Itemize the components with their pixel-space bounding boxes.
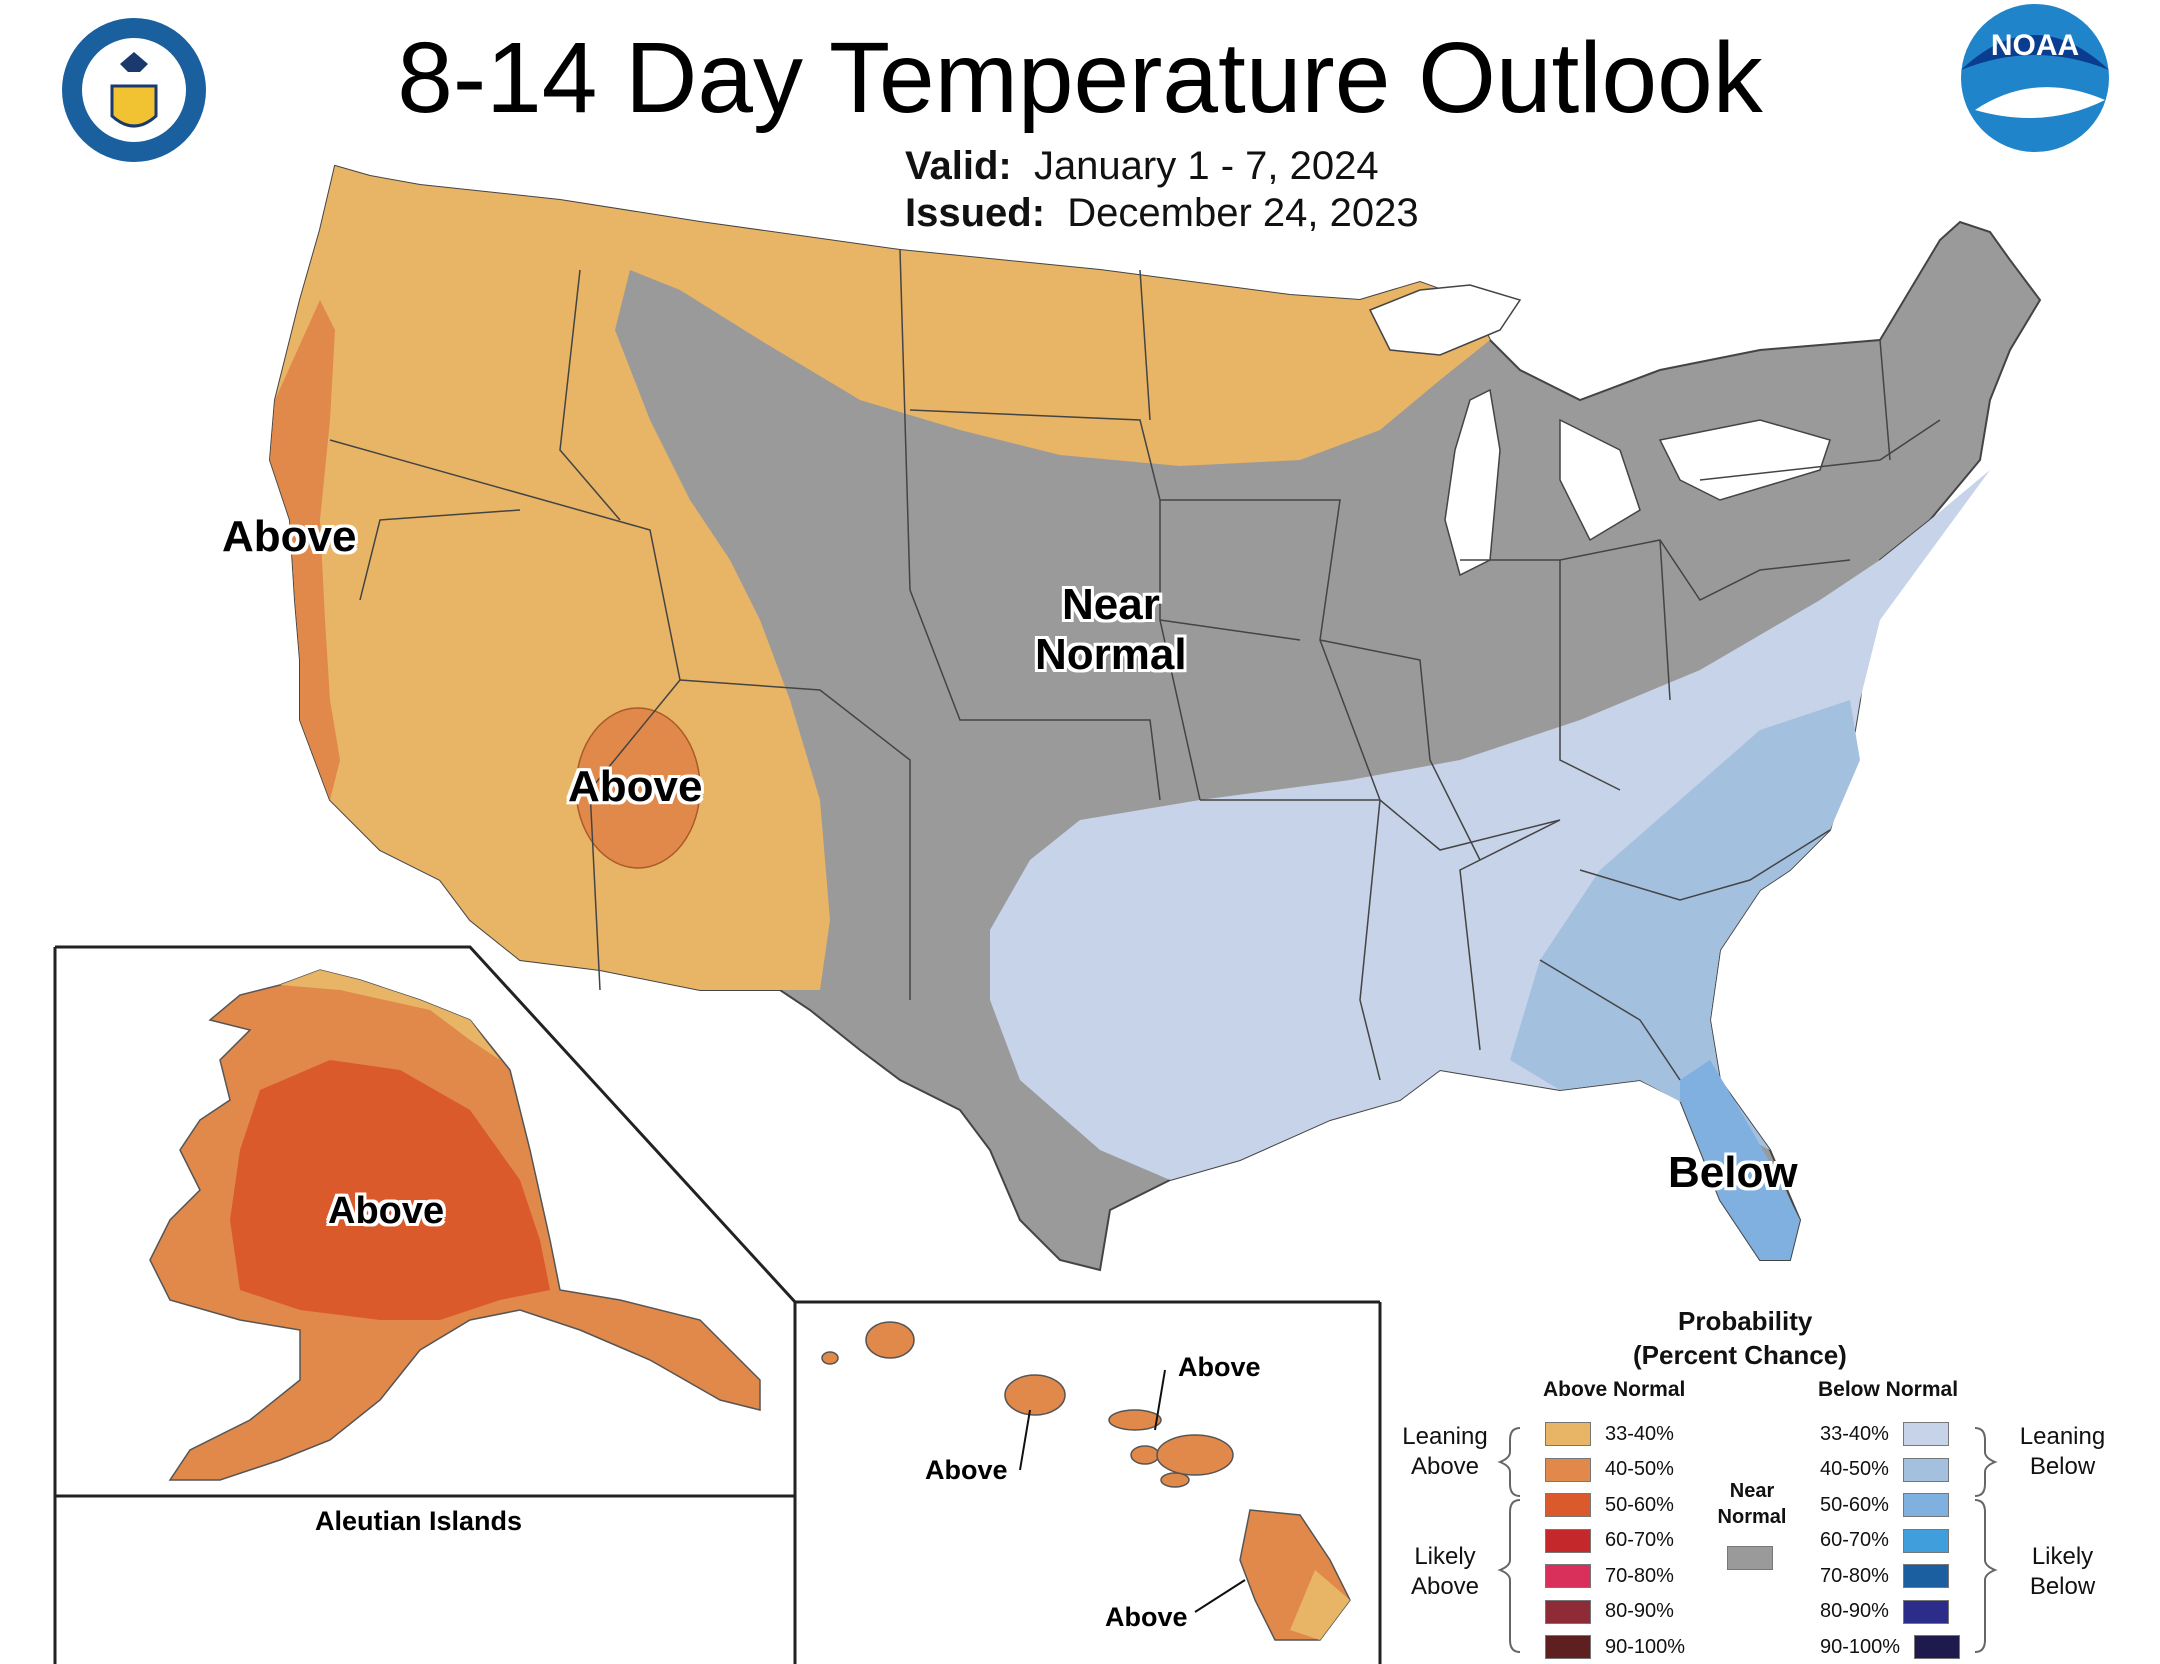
legend-swatch — [1545, 1528, 1591, 1553]
legend-near-normal: Near Normal — [1717, 1480, 1787, 1528]
legend-range-label: 80-90% — [1605, 1600, 1674, 1622]
valid-dates: Valid: January 1 - 7, 2024 — [905, 143, 1379, 189]
issued-value: December 24, 2023 — [1067, 191, 1419, 235]
label-near-normal-1: Near — [1062, 580, 1160, 629]
alaska-inset-frame — [55, 945, 797, 1664]
label-hawaii-maui: Above — [1178, 1352, 1261, 1382]
hawaii-pointers — [1019, 1369, 1246, 1613]
legend-swatch — [1545, 1422, 1591, 1446]
legend-row: 33-40% — [1820, 1422, 1949, 1446]
label-west-above: Above — [222, 512, 357, 561]
page-title: 8-14 Day Temperature Outlook — [397, 22, 1763, 134]
legend-range-label: 80-90% — [1820, 1600, 1889, 1622]
label-hawaii-oahu: Above — [925, 1455, 1008, 1485]
valid-value: January 1 - 7, 2024 — [1033, 144, 1379, 188]
label-fourcorners-above: Above — [568, 762, 703, 811]
legend-range-label: 50-60% — [1605, 1493, 1674, 1516]
legend-likely-above: Likely Above — [1410, 1543, 1480, 1600]
fourcorners-above-zone — [575, 707, 701, 869]
legend-swatch — [1902, 1528, 1949, 1553]
legend-swatch — [1545, 1564, 1591, 1588]
state-lines — [329, 249, 1941, 1081]
legend-row: 60-70% — [1820, 1528, 1949, 1553]
legend-swatch — [1902, 1457, 1949, 1482]
legend-leaning-above: Leaning Above — [1402, 1423, 1488, 1480]
legend-swatch — [1545, 1599, 1591, 1624]
legend-range-label: 90-100% — [1820, 1635, 1901, 1658]
legend-row: 40-50% — [1545, 1457, 1674, 1482]
legend-title-1: Probability — [1678, 1306, 1813, 1336]
label-southeast-below: Below — [1668, 1148, 1798, 1197]
label-alaska-above: Above — [328, 1190, 445, 1232]
legend-range-label: 33-40% — [1605, 1422, 1674, 1445]
label-near-normal-2: Normal — [1035, 630, 1187, 679]
legend-row: 90-100% — [1820, 1635, 1961, 1659]
south-below-zone — [1510, 700, 1860, 1150]
legend-row: 50-60% — [1545, 1493, 1674, 1517]
legend-row: 50-60% — [1820, 1493, 1949, 1517]
legend-leaning-below: Leaning Below — [2019, 1423, 2106, 1480]
svg-text:NOAA: NOAA — [1991, 29, 2079, 62]
legend-swatch — [1902, 1564, 1949, 1588]
legend-swatch — [1902, 1422, 1949, 1446]
issued-label: Issued: — [905, 191, 1046, 235]
legend-range-label: 70-80% — [1820, 1564, 1889, 1587]
legend-range-label: 50-60% — [1820, 1493, 1889, 1516]
westcoast-above-zone — [270, 300, 340, 800]
commerce-seal-logo — [60, 16, 208, 164]
legend-swatch — [1914, 1635, 1961, 1659]
legend-above-header: Above Normal — [1543, 1378, 1686, 1401]
legend-row: 80-90% — [1545, 1599, 1674, 1624]
legend-likely-below: Likely Below — [2029, 1543, 2096, 1600]
issued-date: Issued: December 24, 2023 — [905, 190, 1419, 236]
hawaii-big-light — [1290, 1570, 1350, 1640]
legend-row: 33-40% — [1545, 1422, 1674, 1446]
florida-below-zone — [1680, 1060, 1800, 1260]
legend-near-normal-swatch — [1727, 1546, 1773, 1570]
legend-swatch — [1545, 1635, 1591, 1659]
legend-swatch — [1902, 1493, 1949, 1517]
valid-label: Valid: — [905, 144, 1012, 188]
legend-row: 70-80% — [1545, 1564, 1674, 1588]
alaska-light-north — [280, 970, 500, 1060]
legend-swatch — [1545, 1457, 1591, 1482]
great-lakes — [1368, 284, 1831, 577]
legend-range-label: 60-70% — [1605, 1529, 1674, 1551]
legend-range-label: 33-40% — [1820, 1422, 1889, 1445]
legend-title-2: (Percent Chance) — [1633, 1340, 1847, 1370]
legend-row: 90-100% — [1545, 1635, 1685, 1659]
legend-swatch — [1545, 1493, 1591, 1517]
label-aleutian-islands: Aleutian Islands — [315, 1506, 523, 1536]
alaska-above-core — [230, 1060, 550, 1320]
legend-row: 60-70% — [1545, 1528, 1674, 1553]
legend-range-label: 40-50% — [1820, 1458, 1889, 1480]
north-above-zone — [270, 166, 1490, 990]
south-below-leaning-zone — [990, 470, 1990, 1180]
legend-row: 40-50% — [1820, 1457, 1949, 1482]
hawaii-islands — [821, 1321, 1351, 1641]
legend-braces — [1497, 1427, 1998, 1653]
legend-below-header: Below Normal — [1818, 1378, 1959, 1401]
legend-swatch — [1902, 1599, 1949, 1624]
legend-row: 80-90% — [1820, 1599, 1949, 1624]
legend-range-label: 70-80% — [1605, 1564, 1674, 1587]
legend-range-label: 40-50% — [1605, 1458, 1674, 1480]
legend-range-label: 60-70% — [1820, 1529, 1889, 1551]
noaa-logo: NOAA — [1955, 0, 2115, 155]
legend-range-label: 90-100% — [1605, 1635, 1686, 1658]
label-hawaii-big: Above — [1105, 1602, 1188, 1632]
legend-row: 70-80% — [1820, 1564, 1949, 1588]
